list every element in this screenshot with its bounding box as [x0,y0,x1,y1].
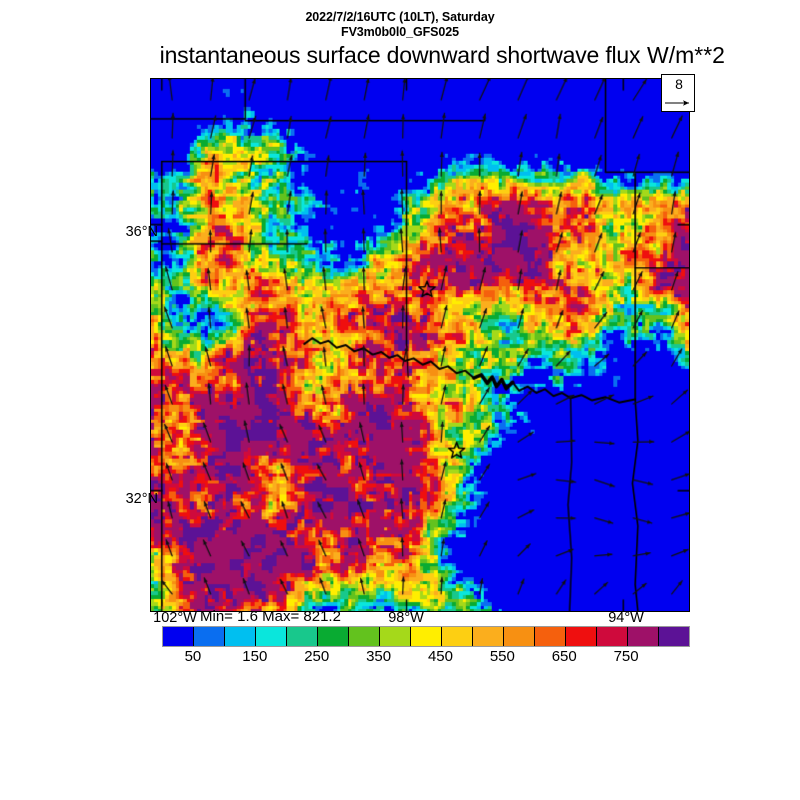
colorbar-tick-150: 150 [242,648,268,665]
colorbar-tick-450: 450 [427,648,453,665]
colorbar-cell-0 [163,627,194,646]
model-name-line: FV3m0b0l0_GFS025 [341,25,459,39]
colorbar-tick-350: 350 [366,648,392,665]
colorbar-cell-4 [287,627,318,646]
minmax-statistics: Min= 1.6 Max= 821.2 [200,608,341,625]
colorbar-cell-9 [442,627,473,646]
colorbar-tick-750: 750 [613,648,639,665]
colorbar-cell-15 [628,627,659,646]
lat-tick-32n: 32°N [125,491,158,507]
title-layer: instantaneous surface downward shortwave… [0,42,800,70]
colorbar-cell-12 [535,627,566,646]
colorbar[interactable] [162,626,690,647]
colorbar-cell-11 [504,627,535,646]
colorbar-cell-7 [380,627,411,646]
lon-tick-98w: 98°W [388,610,424,626]
colorbar-tick-550: 550 [489,648,515,665]
lat-tick-36n: 36°N [125,224,158,240]
colorbar-cell-5 [318,627,349,646]
header-block: 2022/7/2/16UTC (10LT), Saturday FV3m0b0l… [0,10,800,40]
colorbar-cell-3 [256,627,287,646]
datetime-line: 2022/7/2/16UTC (10LT), Saturday [305,10,495,24]
colorbar-tick-250: 250 [304,648,330,665]
colorbar-tick-50: 50 [184,648,202,665]
page-title: instantaneous surface downward shortwave… [159,42,641,68]
colorbar-tick-labels: 50 150 250 350 450 550 650 750 [162,648,688,668]
colorbar-cell-14 [597,627,628,646]
colorbar-tick-650: 650 [551,648,577,665]
shortwave-flux-heatmap [151,79,689,611]
map-plot-area[interactable] [150,78,690,612]
colorbar-cell-10 [473,627,504,646]
colorbar-cell-2 [225,627,256,646]
lon-tick-94w: 94°W [608,610,644,626]
wind-vector-arrow-icon [665,100,689,106]
colorbar-cell-16 [659,627,689,646]
lon-tick-102w: 102°W [153,610,197,626]
colorbar-cell-1 [194,627,225,646]
wind-vector-legend: 8 [661,74,695,112]
vector-key-value: 8 [675,76,683,92]
colorbar-cell-6 [349,627,380,646]
units-label: W/m**2 [647,42,725,68]
colorbar-cell-8 [411,627,442,646]
colorbar-cell-13 [566,627,597,646]
